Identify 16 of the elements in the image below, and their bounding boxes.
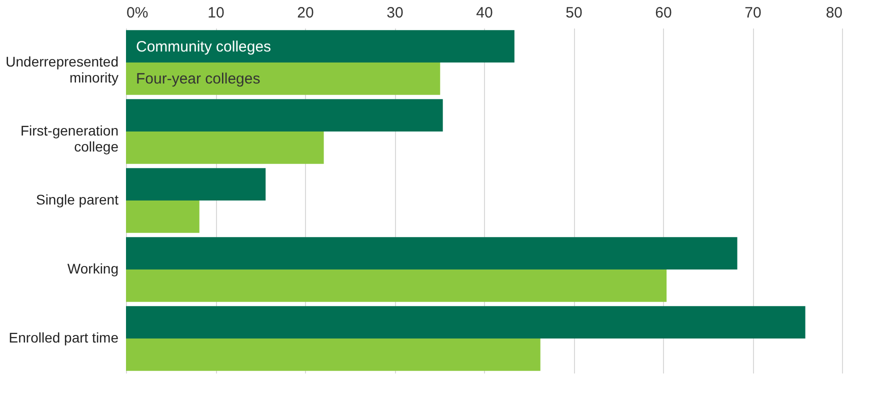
x-tick-label: 30 [386,4,404,22]
y-tick-label: Enrolled part time [8,330,119,346]
y-tick-label: First-generation college [20,122,119,154]
series-label: Four-year colleges [136,70,260,88]
y-tick-label: Working [67,260,118,276]
x-tick-label: 20 [297,4,314,22]
x-tick-label: 0% [126,4,148,22]
x-tick-label: 60 [655,4,672,22]
x-tick-label: 50 [566,4,582,22]
series-label: Community colleges [136,38,272,56]
x-tick-label: 80 [826,4,842,22]
x-tick-label: 10 [208,4,224,22]
y-tick-label: Single parent [36,192,119,208]
x-tick-label: 40 [476,4,493,22]
y-tick-label: Underrepresented minority [6,54,118,86]
x-tick-label: 70 [744,4,762,22]
